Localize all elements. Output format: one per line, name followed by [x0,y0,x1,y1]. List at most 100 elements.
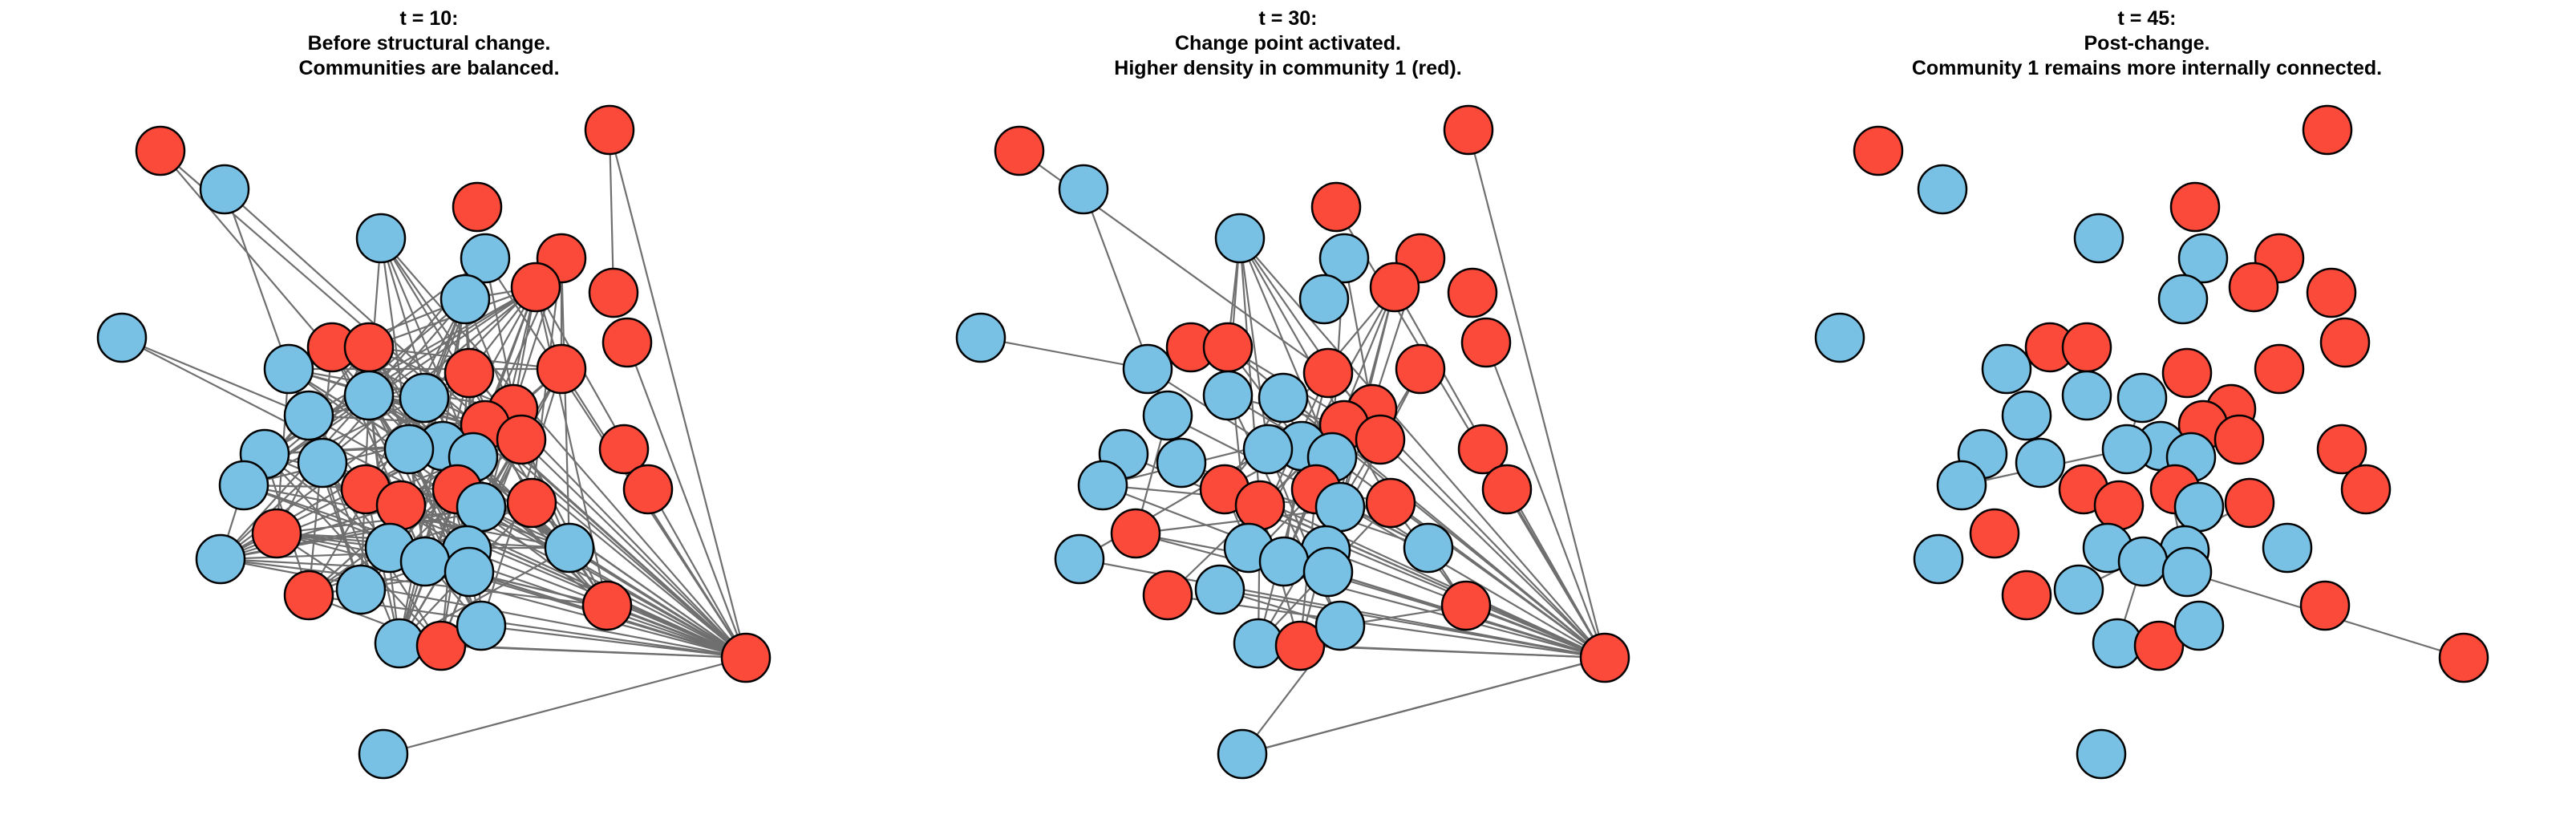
graph-edge [1135,532,1606,659]
node-community-0 [1122,343,1173,395]
node-community-1 [2001,570,2052,621]
node-community-0 [283,390,334,441]
graph-edge [534,286,609,606]
node-community-1 [2306,267,2357,318]
node-community-0 [439,274,491,325]
node-community-0 [456,481,507,533]
node-community-1 [2169,181,2221,233]
node-community-1 [2299,580,2351,631]
graph-edge [520,439,608,606]
node-community-1 [1274,620,1326,671]
node-community-0 [2001,390,2052,441]
node-community-0 [2116,372,2168,424]
graph-edge [626,342,747,659]
graph-edge [1484,342,1606,659]
node-community-1 [720,632,772,683]
graph-edge [1343,257,1374,410]
node-community-1 [601,317,653,368]
node-community-0 [460,233,511,284]
title-line-1: t = 10: [399,7,459,30]
graph-edge [1238,237,1334,458]
graph-edge [368,346,514,411]
graph-edge [308,415,747,659]
node-community-1 [1969,508,2020,559]
node-community-0 [1314,600,1366,651]
title-line-2: Before structural change. [307,32,551,55]
node-community-0 [383,424,435,475]
node-community-1 [1481,464,1533,515]
node-community-0 [2173,600,2225,651]
node-community-1 [1310,181,1362,233]
node-community-1 [1355,414,1406,465]
title-line-3: Community 1 remains more internally conn… [1911,57,2383,79]
graph-edge [560,257,571,549]
node-community-1 [1457,424,1509,475]
graph-edge [220,504,402,561]
node-community-0 [1058,164,1109,215]
node-community-1 [251,508,302,559]
node-community-0 [1077,460,1128,511]
node-community-0 [2262,522,2313,574]
node-community-0 [1258,536,1310,587]
node-community-0 [2161,546,2213,598]
node-community-1 [1369,262,1420,313]
graph-edge [520,439,747,659]
node-community-0 [1217,728,1268,780]
graph-edge [1238,237,1270,450]
network-graph [96,104,772,780]
node-community-0 [195,533,246,585]
node-community-1 [2228,262,2279,313]
node-community-0 [2101,424,2153,475]
node-community-0 [399,372,450,424]
node-community-0 [2015,437,2066,489]
node-community-1 [2224,477,2275,529]
graph-edge [484,424,747,659]
node-community-0 [955,312,1007,363]
node-community-0 [1298,274,1350,325]
node-community-0 [444,546,495,598]
panel-title: t = 10: Before structural change. Commun… [0,6,858,81]
node-community-0 [343,370,395,421]
node-community-1 [343,322,395,373]
node-community-0 [355,213,407,264]
node-community-0 [1214,213,1266,264]
node-community-0 [399,536,451,587]
graph-edge [608,129,747,659]
node-community-1 [283,570,334,621]
node-community-0 [2053,564,2104,615]
node-community-0 [2177,233,2229,284]
title-line-1: t = 45: [2117,7,2177,30]
node-community-1 [2213,414,2265,465]
node-community-0 [2117,536,2169,587]
graph-edge [1467,129,1606,659]
panel-t10: t = 10: Before structural change. Commun… [0,0,858,815]
node-community-1 [2316,424,2367,475]
node-community-1 [1234,480,1286,531]
node-community-0 [1194,564,1245,615]
node-community-0 [1403,522,1454,574]
node-community-0 [456,600,507,651]
node-community-1 [536,343,587,395]
node-community-1 [2133,620,2185,671]
node-community-1 [2061,322,2112,373]
node-community-0 [1917,164,1968,215]
node-community-0 [2073,213,2124,264]
node-community-0 [544,522,595,574]
graph-edge [608,129,615,294]
node-community-1 [1142,570,1193,621]
node-community-0 [1302,546,1354,598]
node-community-0 [1814,312,1865,363]
graph-edge [383,656,747,756]
node-community-1 [506,477,557,529]
node-community-0 [96,312,148,363]
graph-edge [322,298,466,464]
node-community-1 [1110,508,1161,559]
node-community-1 [452,181,503,233]
node-community-1 [1447,267,1498,318]
node-community-1 [496,414,547,465]
node-community-0 [2076,728,2127,780]
node-community-0 [2157,274,2209,325]
node-community-1 [1460,317,1512,368]
node-community-1 [2254,343,2305,395]
node-community-0 [1202,370,1254,421]
